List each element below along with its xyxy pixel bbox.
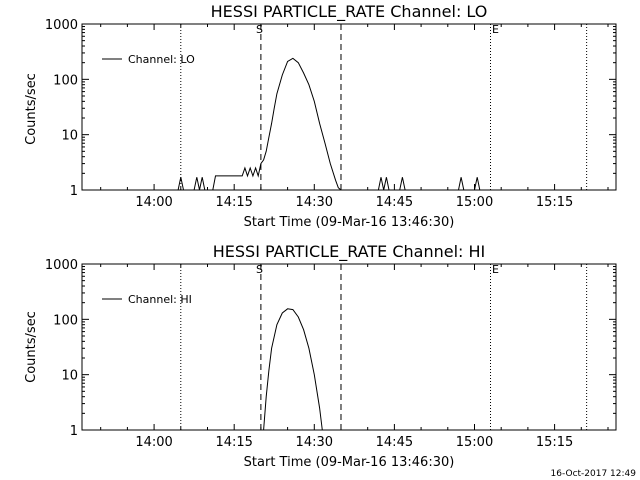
x-axis-label: Start Time (09-Mar-16 13:46:30) bbox=[244, 215, 455, 230]
chart-panel-lo: HESSI PARTICLE_RATE Channel: LO Start Ti… bbox=[24, 2, 617, 230]
footer-timestamp: 16-Oct-2017 12:49 bbox=[551, 469, 637, 479]
y-tick-label: 1 bbox=[70, 424, 78, 439]
x-tick-label: 14:30 bbox=[296, 435, 333, 450]
x-tick-label: 14:00 bbox=[135, 195, 172, 210]
x-tick-label: 14:15 bbox=[215, 195, 252, 210]
legend-label: Channel: LO bbox=[128, 53, 195, 66]
x-axis-label: Start Time (09-Mar-16 13:46:30) bbox=[244, 455, 455, 470]
x-tick-label: 14:00 bbox=[135, 435, 172, 450]
y-tick-label: 1 bbox=[70, 184, 78, 199]
chart-title: HESSI PARTICLE_RATE Channel: LO bbox=[211, 2, 488, 22]
plot-frame bbox=[81, 23, 617, 191]
chart-title: HESSI PARTICLE_RATE Channel: HI bbox=[213, 242, 486, 262]
chart-panel-hi: HESSI PARTICLE_RATE Channel: HI Start Ti… bbox=[24, 242, 617, 470]
start-marker-label: S bbox=[256, 23, 263, 36]
y-tick-label: 10 bbox=[61, 369, 78, 384]
x-tick-label: 15:00 bbox=[456, 195, 493, 210]
y-tick-label: 1000 bbox=[45, 258, 78, 273]
x-tick-label: 14:45 bbox=[376, 435, 413, 450]
x-tick-label: 14:45 bbox=[376, 195, 413, 210]
series-line bbox=[377, 177, 481, 191]
y-tick-label: 1000 bbox=[45, 18, 78, 33]
end-marker-label: E bbox=[492, 263, 499, 276]
x-tick-label: 14:30 bbox=[296, 195, 333, 210]
y-tick-label: 100 bbox=[53, 73, 78, 88]
series-line bbox=[263, 308, 323, 431]
y-tick-label: 100 bbox=[53, 313, 78, 328]
y-axis-label: Counts/sec bbox=[24, 73, 39, 145]
end-marker-label: E bbox=[492, 23, 499, 36]
x-tick-label: 15:00 bbox=[456, 435, 493, 450]
series-line bbox=[177, 57, 342, 191]
start-marker-label: S bbox=[256, 263, 263, 276]
x-tick-label: 15:15 bbox=[536, 195, 573, 210]
plot-frame bbox=[81, 263, 617, 431]
y-tick-label: 10 bbox=[61, 129, 78, 144]
legend-label: Channel: HI bbox=[128, 293, 192, 306]
x-tick-label: 15:15 bbox=[536, 435, 573, 450]
y-axis-label: Counts/sec bbox=[24, 311, 39, 383]
x-tick-label: 14:15 bbox=[215, 435, 252, 450]
